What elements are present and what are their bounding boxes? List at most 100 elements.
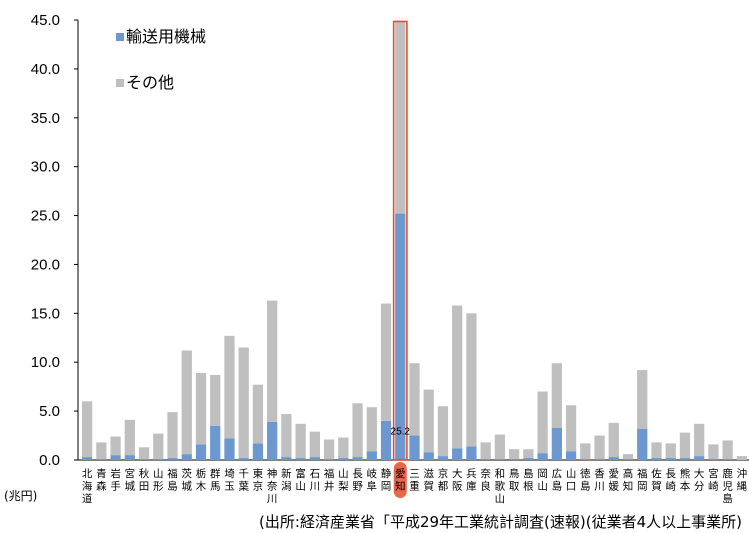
bar-segment-transport: [594, 459, 605, 460]
bar-segment-other: [238, 347, 249, 459]
bar-segment-transport: [309, 457, 320, 460]
x-tick-label: 島根: [523, 467, 534, 493]
bar-segment-other: [395, 21, 406, 214]
bar-segment-transport: [565, 451, 577, 460]
bar-segment-transport: [323, 459, 335, 460]
bar-segment-transport: [380, 420, 392, 460]
bar-segment-other: [167, 412, 178, 459]
highlight-group: 25.2: [391, 20, 410, 498]
x-tick-label: 秋田: [139, 467, 150, 493]
bar-segment-other: [409, 363, 420, 436]
bar-segment-transport: [580, 459, 591, 460]
bar-segment-other: [594, 435, 605, 460]
bar-segment-transport: [452, 448, 463, 460]
bar-segment-other: [651, 442, 662, 459]
y-tick-label: 15.0: [31, 305, 60, 322]
legend-swatch: [116, 79, 124, 87]
bar-segment-transport: [366, 451, 377, 460]
bar-segment-transport: [224, 438, 235, 460]
x-tick-label: 岐阜: [367, 467, 378, 493]
x-tick-label: 大分: [694, 467, 705, 493]
x-tick-label: 佐賀: [651, 467, 662, 493]
x-axis: 北海道青森岩手宮城秋田山形福島茨城栃木群馬埼玉千葉東京神奈川新潟富山石川福井山梨…: [82, 467, 748, 505]
bar-segment-transport: [281, 457, 292, 460]
x-tick-label: 広島: [552, 467, 563, 493]
bar-segment-other: [665, 443, 676, 459]
x-tick-label: 石川: [310, 468, 321, 493]
bar-segment-transport: [238, 458, 249, 460]
bar-segment-transport: [153, 459, 164, 460]
x-tick-label: 三重: [409, 468, 420, 493]
bar-segment-other: [366, 407, 377, 452]
x-tick-label: 福井: [324, 467, 335, 493]
x-tick-label: 岩手: [110, 467, 121, 493]
x-tick-label: 滋賀: [423, 467, 434, 493]
bar-segment-other: [551, 363, 562, 428]
x-tick-label: 栃木: [196, 467, 207, 493]
bar-segment-other: [352, 403, 363, 458]
x-tick-label: 茨城: [182, 467, 193, 493]
bars: [81, 21, 748, 460]
bar-segment-other: [267, 300, 278, 422]
x-tick-label: 山形: [153, 468, 164, 493]
bar-segment-transport: [124, 455, 135, 460]
bar-segment-transport: [295, 458, 306, 460]
bar-segment-transport: [551, 427, 562, 460]
bar-segment-other: [423, 389, 434, 453]
bar-segment-transport: [523, 458, 534, 460]
bar-segment-transport: [138, 459, 150, 460]
bar-segment-transport: [466, 446, 477, 460]
x-tick-label: 和歌山: [495, 468, 506, 505]
bar-segment-other: [466, 313, 477, 447]
bar-segment-other: [452, 305, 463, 449]
bar-segment-transport: [480, 459, 491, 460]
bar-segment-other: [722, 440, 733, 460]
bar-segment-other: [181, 350, 192, 455]
y-tick-label: 45.0: [31, 12, 60, 29]
bar-segment-other: [708, 444, 719, 460]
x-tick-label: 兵庫: [466, 467, 477, 493]
x-tick-label: 長崎: [665, 468, 676, 493]
bar-segment-transport: [195, 444, 207, 460]
x-tick-label: 福岡: [637, 467, 648, 493]
bar-segment-transport: [409, 435, 420, 460]
x-tick-label: 香川: [594, 468, 605, 493]
unit-label: (兆円): [4, 489, 37, 503]
bar-segment-other: [608, 422, 619, 458]
y-tick-label: 25.0: [31, 208, 60, 225]
x-tick-label: 奈良: [480, 467, 491, 493]
x-tick-label: 東京: [253, 467, 264, 493]
bar-segment-other: [110, 436, 121, 456]
bar-segment-transport: [622, 459, 634, 460]
bar-segment-transport: [267, 421, 278, 460]
bar-segment-other: [96, 442, 107, 460]
bar-segment-other: [679, 432, 691, 459]
highlight-box: [392, 20, 408, 461]
bar-segment-transport: [509, 459, 520, 460]
legend-label: その他: [126, 73, 174, 92]
y-tick-label: 35.0: [31, 110, 60, 127]
bar-segment-other: [537, 391, 548, 454]
x-tick-label: 沖縄: [737, 467, 748, 493]
y-tick-label: 20.0: [31, 256, 60, 273]
bar-segment-other: [494, 434, 506, 460]
x-tick-label: 青森: [96, 467, 107, 493]
bar-segment-other: [281, 414, 292, 458]
bar-segment-transport: [679, 458, 691, 460]
bar-segment-other: [523, 449, 534, 459]
bar-segment-other: [81, 401, 93, 458]
x-tick-label: 山口: [566, 468, 577, 493]
bar-segment-transport: [252, 443, 264, 460]
x-tick-label: 京都: [438, 467, 449, 493]
x-tick-label: 鹿児島: [722, 467, 733, 505]
bar-segment-transport: [352, 457, 363, 460]
bar-segment-other: [338, 437, 349, 459]
bar-segment-other: [210, 374, 221, 426]
x-tick-label: 千葉: [238, 468, 249, 493]
bar-segment-transport: [210, 425, 221, 460]
x-tick-label: 静岡: [381, 467, 392, 493]
bar-segment-other: [224, 335, 235, 439]
y-tick-label: 30.0: [31, 159, 60, 176]
bar-segment-other: [736, 456, 748, 460]
bar-segment-other: [323, 439, 335, 460]
